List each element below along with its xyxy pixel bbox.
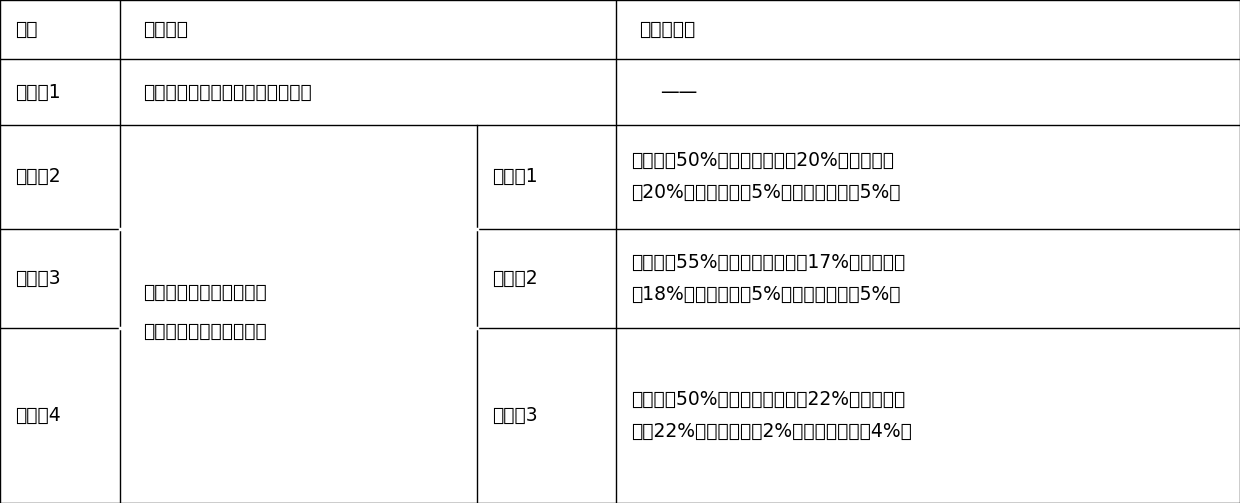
Text: 活化剂2: 活化剂2	[492, 269, 538, 288]
Text: 活化剂3: 活化剂3	[492, 406, 538, 425]
Text: 钙镁磷（50%）、氯氨化钙（20%）、硅钙肥: 钙镁磷（50%）、氯氨化钙（20%）、硅钙肥	[631, 151, 894, 170]
Text: 的东南景天，再种植水稻: 的东南景天，再种植水稻	[143, 322, 267, 342]
Text: （18%）、海藻酸（5%）、硅螯合物（5%）: （18%）、海藻酸（5%）、硅螯合物（5%）	[631, 285, 900, 304]
Text: 先种植施用了土壤活化剂: 先种植施用了土壤活化剂	[143, 283, 267, 302]
Text: 磷矿粉（50%）、磷酸二氢钾（22%）、硅镁钾: 磷矿粉（50%）、磷酸二氢钾（22%）、硅镁钾	[631, 390, 905, 409]
Text: 活化剂种类: 活化剂种类	[639, 20, 694, 39]
Text: ——: ——	[660, 82, 697, 102]
Text: （20%）、腐殖酸（5%）、铁螯合物（5%）: （20%）、腐殖酸（5%）、铁螯合物（5%）	[631, 184, 900, 202]
Text: 钙镁磷（55%）、磷酸二氢钾（17%）、硅酸钠: 钙镁磷（55%）、磷酸二氢钾（17%）、硅酸钠	[631, 253, 905, 272]
Text: 种植方式: 种植方式	[143, 20, 187, 39]
Text: 盐（22%）、腐殖酸（2%）、硅螯合物（4%）: 盐（22%）、腐殖酸（2%）、硅螯合物（4%）	[631, 422, 913, 441]
Text: 试验田1: 试验田1	[15, 82, 61, 102]
Text: 试验田2: 试验田2	[15, 167, 61, 186]
Text: 试验田4: 试验田4	[15, 406, 61, 425]
Text: 试验田3: 试验田3	[15, 269, 61, 288]
Text: 先种植一季东南景天，再种植水稻: 先种植一季东南景天，再种植水稻	[143, 82, 311, 102]
Text: 活化剂1: 活化剂1	[492, 167, 538, 186]
Text: 编号: 编号	[15, 20, 37, 39]
